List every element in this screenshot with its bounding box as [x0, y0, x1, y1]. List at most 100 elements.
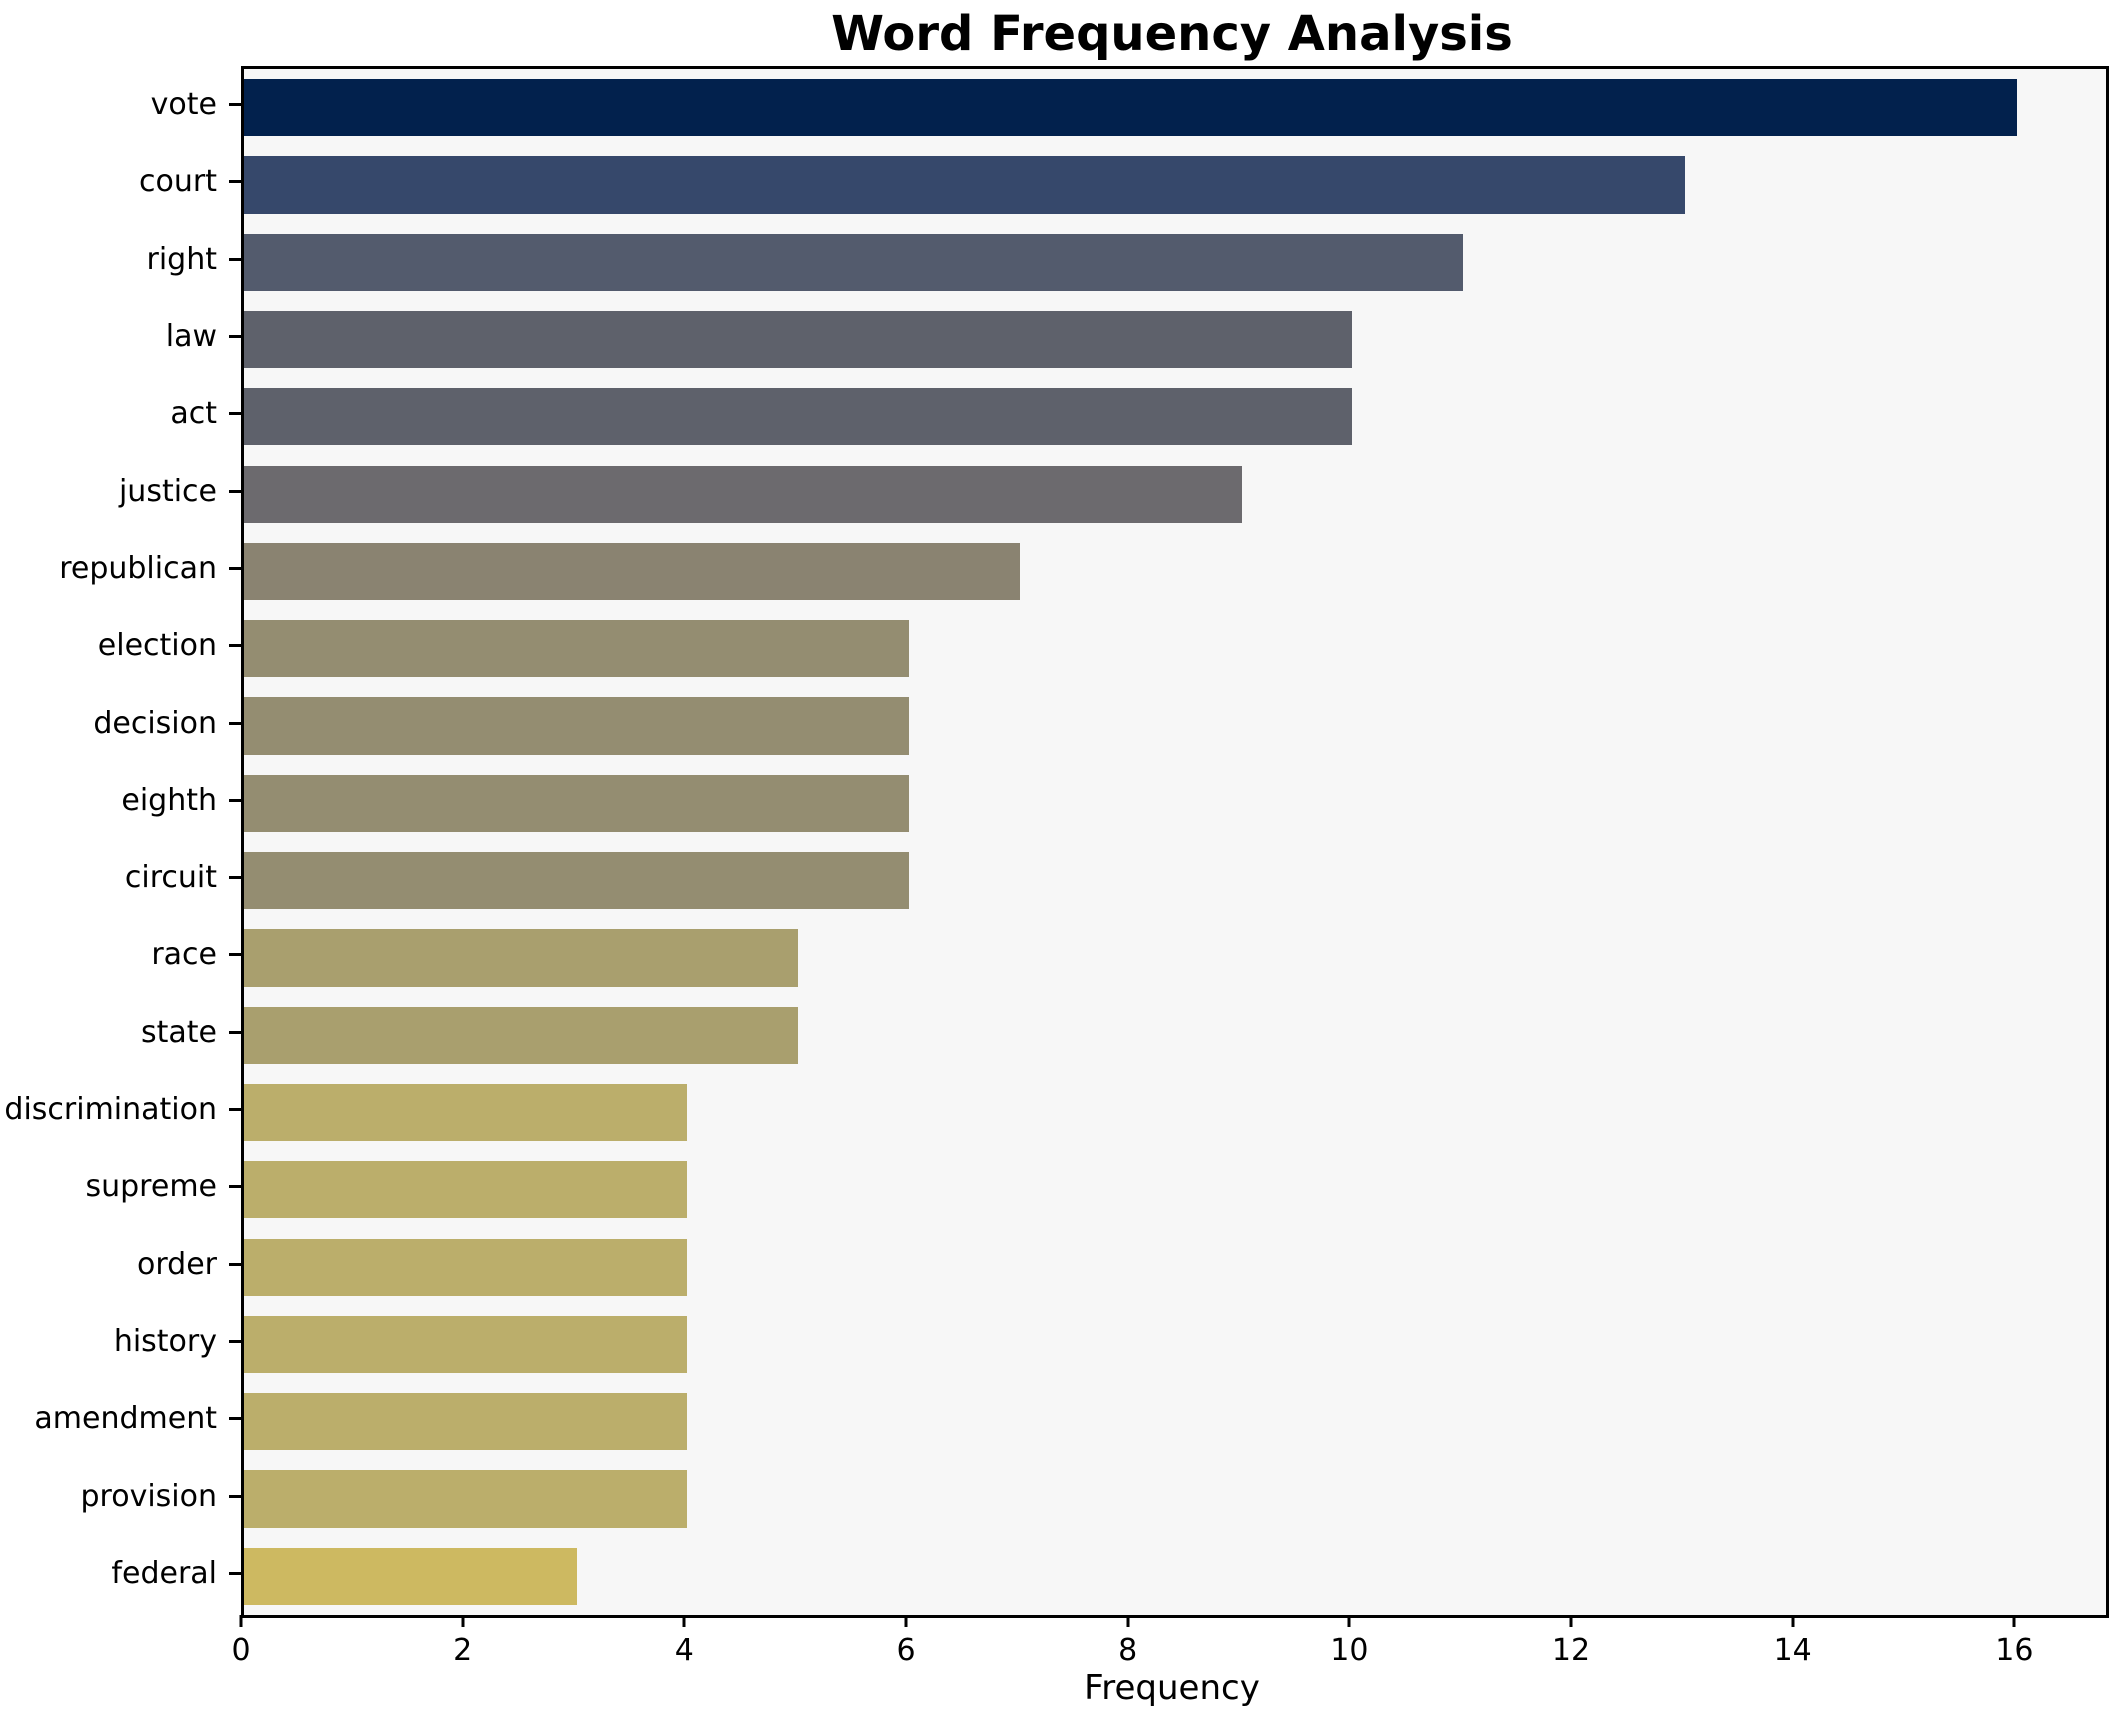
y-tick-mark — [229, 798, 241, 802]
y-tick-mark — [229, 566, 241, 570]
y-tick-mark — [229, 412, 241, 416]
y-tick-mark — [229, 1571, 241, 1575]
y-tick-label-federal: federal — [111, 1555, 217, 1591]
x-tick-mark — [1791, 1615, 1795, 1627]
y-tick-mark — [229, 1108, 241, 1112]
bar-supreme — [244, 1161, 688, 1219]
x-tick-mark — [682, 1615, 686, 1627]
bar-discrimination — [244, 1083, 688, 1142]
y-tick-label-republican: republican — [59, 550, 217, 586]
bar-federal — [244, 1547, 577, 1605]
y-tick-label-vote: vote — [150, 87, 217, 123]
bar-row-eighth — [244, 765, 2106, 842]
x-tick-label-4: 4 — [674, 1633, 694, 1668]
bar-row-federal — [244, 1538, 2106, 1615]
y-tick-label-act: act — [170, 396, 217, 432]
bar-row-republican — [244, 533, 2106, 610]
bar-provision — [244, 1470, 688, 1528]
x-tick-mark — [2012, 1615, 2016, 1627]
y-tick-label-law: law — [165, 319, 217, 355]
x-tick-mark — [1569, 1615, 1573, 1627]
bar-race — [244, 929, 799, 987]
bar-election — [244, 620, 909, 678]
y-tick-label-supreme: supreme — [85, 1169, 218, 1205]
y-tick-mark — [229, 1339, 241, 1343]
bar-row-race — [244, 919, 2106, 996]
y-tick-label-state: state — [141, 1014, 217, 1050]
bar-justice — [244, 465, 1242, 523]
y-tick-label-election: election — [97, 628, 217, 664]
bar-row-circuit — [244, 842, 2106, 919]
bar-row-court — [244, 146, 2106, 223]
y-tick-mark — [229, 1185, 241, 1189]
bar-row-law — [244, 301, 2106, 378]
bar-state — [244, 1006, 799, 1064]
bar-vote — [244, 79, 2018, 137]
x-axis-ticks: 0 2 4 6 8 10 12 14 16 — [231, 1615, 2103, 1695]
bar-row-amendment — [244, 1383, 2106, 1460]
x-tick-mark — [1126, 1615, 1130, 1627]
bar-right — [244, 233, 1464, 291]
y-tick-mark — [229, 953, 241, 957]
bar-circuit — [244, 852, 909, 910]
x-tick-label-10: 10 — [1330, 1633, 1369, 1668]
bar-row-supreme — [244, 1151, 2106, 1228]
x-tick-mark — [461, 1615, 465, 1627]
x-tick-mark — [1347, 1615, 1351, 1627]
x-tick-label-14: 14 — [1773, 1633, 1812, 1668]
bar-history — [244, 1315, 688, 1374]
bar-row-discrimination — [244, 1074, 2106, 1151]
y-tick-label-court: court — [139, 164, 217, 200]
y-tick-mark — [229, 257, 241, 261]
x-tick-mark — [904, 1615, 908, 1627]
bar-row-right — [244, 224, 2106, 301]
y-tick-label-race: race — [151, 937, 217, 973]
y-tick-label-history: history — [113, 1323, 217, 1359]
bar-row-decision — [244, 687, 2106, 764]
bar-row-justice — [244, 456, 2106, 533]
y-tick-label-order: order — [137, 1246, 217, 1282]
y-tick-mark — [229, 489, 241, 493]
y-axis-labels: vote court right law act justice republican ele… — [0, 66, 217, 1612]
x-tick-label-0: 0 — [231, 1633, 251, 1668]
bar-row-vote — [244, 69, 2106, 146]
bar-row-provision — [244, 1460, 2106, 1537]
y-tick-label-discrimination: discrimination — [4, 1092, 217, 1128]
y-tick-mark — [229, 721, 241, 725]
bar-order — [244, 1238, 688, 1296]
bar-amendment — [244, 1393, 688, 1451]
y-tick-label-decision: decision — [93, 705, 217, 741]
bar-decision — [244, 697, 909, 755]
y-tick-mark — [229, 1417, 241, 1421]
y-tick-label-amendment: amendment — [34, 1401, 217, 1437]
y-tick-label-circuit: circuit — [124, 860, 217, 896]
y-tick-mark — [229, 103, 241, 107]
bars-layer — [244, 69, 2106, 1615]
bar-court — [244, 156, 1685, 214]
y-tick-mark — [229, 1494, 241, 1498]
chart-title: Word Frequency Analysis — [831, 6, 1513, 62]
bar-law — [244, 310, 1353, 369]
y-tick-mark — [229, 876, 241, 880]
x-tick-mark — [239, 1615, 243, 1627]
bar-eighth — [244, 774, 909, 832]
bar-row-order — [244, 1229, 2106, 1306]
x-tick-label-2: 2 — [453, 1633, 473, 1668]
x-tick-label-8: 8 — [1118, 1633, 1138, 1668]
y-tick-mark — [229, 1262, 241, 1266]
bar-row-history — [244, 1306, 2106, 1383]
x-tick-label-12: 12 — [1551, 1633, 1591, 1668]
x-tick-label-16: 16 — [1995, 1633, 2034, 1668]
y-tick-mark — [229, 335, 241, 339]
y-tick-label-eighth: eighth — [121, 782, 217, 818]
x-axis-title: Frequency — [1084, 1668, 1260, 1708]
y-tick-label-provision: provision — [80, 1478, 218, 1514]
x-tick-label-6: 6 — [896, 1633, 916, 1668]
bar-row-election — [244, 610, 2106, 687]
y-tick-label-justice: justice — [118, 473, 217, 509]
y-tick-mark — [229, 1030, 241, 1034]
bar-row-state — [244, 997, 2106, 1074]
plot-area — [241, 66, 2109, 1618]
bar-row-act — [244, 378, 2106, 455]
